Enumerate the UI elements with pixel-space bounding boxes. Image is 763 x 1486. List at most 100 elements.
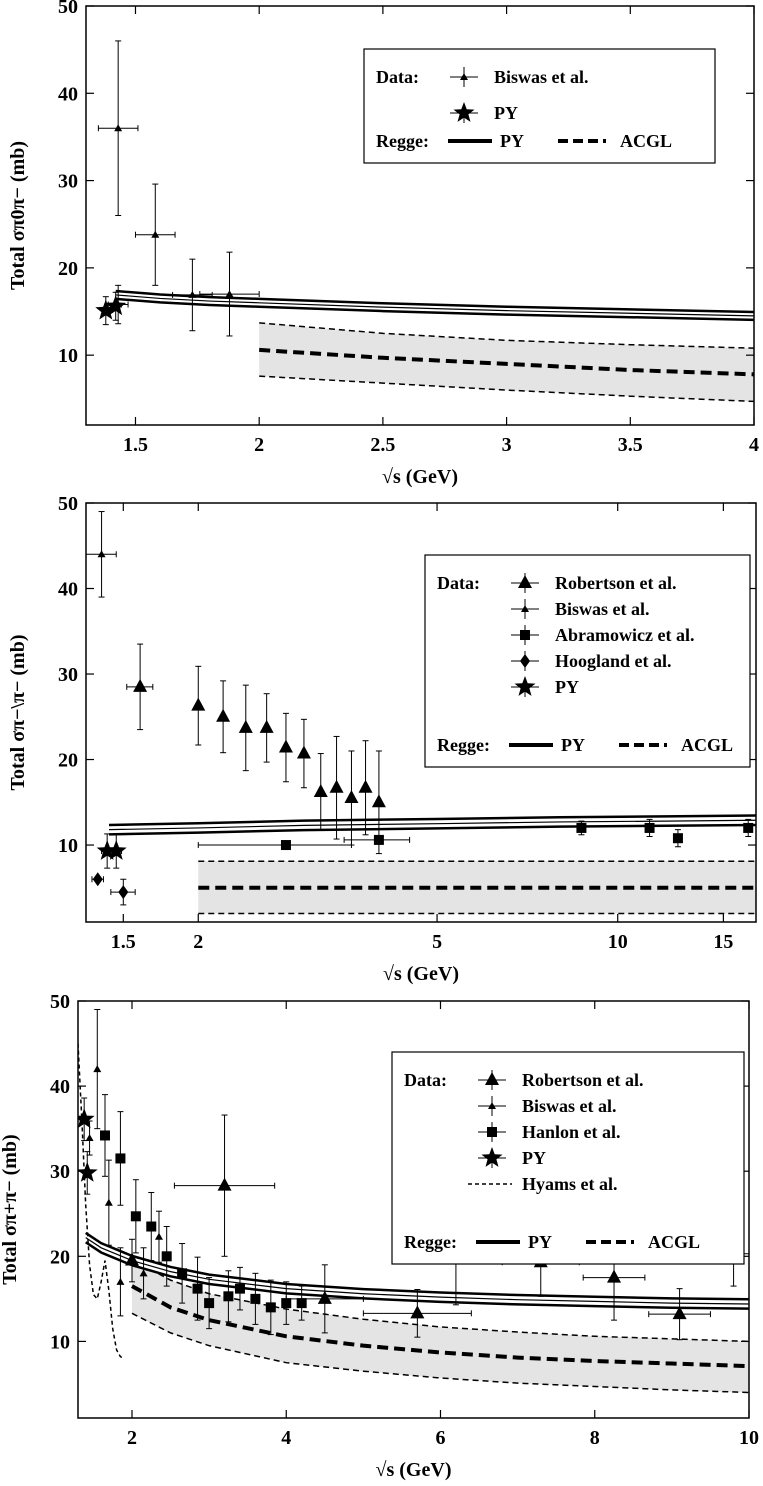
plot-frame [77,1000,750,1419]
legend-marker [488,1102,496,1109]
data-point [139,1269,148,1277]
legend-data-title: Data: [404,1070,447,1090]
x-tick-label: 2.5 [370,434,395,456]
y-tick-label: 30 [58,664,78,686]
py-lower [108,823,756,836]
y-tick-label: 30 [58,171,78,193]
legend-data-title: Data: [437,573,480,593]
py-upper [115,289,754,314]
plot-frame [85,5,755,426]
data-point [296,745,311,759]
legend-marker [487,1127,497,1137]
data-point [146,1221,157,1232]
y-tick-label: 40 [50,1076,70,1098]
y-tick-label: 50 [50,991,70,1013]
y-tick-label: 40 [58,83,78,105]
y-tick-label: 30 [50,1161,70,1183]
data-point [281,1298,292,1309]
x-tick-label: 10 [739,1427,759,1449]
x-tick-label: 2 [127,1427,137,1449]
data-point [371,794,386,808]
legend-regge-title: Regge: [376,131,429,151]
data-point [576,822,587,833]
x-tick-label: 2 [193,931,203,953]
data-point [250,1293,261,1304]
x-tick-label: 3 [502,434,512,456]
data-point [672,1306,687,1320]
legend-regge-entry: PY [528,1232,552,1252]
legend-marker [485,1072,499,1085]
acgl-lower [259,375,754,403]
x-axis-label: √s (GeV) [382,466,458,488]
data-point [743,822,754,833]
data-point [607,1269,622,1283]
x-axis-label: √s (GeV) [376,1459,452,1481]
legend-entry: Biswas et al. [555,599,650,619]
data-point [296,1298,307,1309]
data-point [92,872,103,887]
legend-marker [453,102,475,122]
series-biswas-et-al- [85,1009,163,1317]
data-point [78,1108,95,1129]
plot-area [95,40,754,403]
legend-entry: Hoogland et al. [555,651,672,671]
x-tick-label: 4 [749,434,759,456]
chart-panel-2: 1.5 2 5 10 15 10 20 30 40 50 √s (GeV) Total σπ−\π− … [7,493,757,985]
y-tick-label: 20 [58,258,78,280]
data-point [104,1198,113,1206]
acgl-band [131,1259,749,1393]
data-point [317,1290,332,1304]
legend-box [391,1051,745,1265]
data-point [96,840,118,860]
py-central-line [108,819,756,831]
data-point [133,678,148,692]
data-point [151,230,160,238]
x-tick-label: 4 [281,1427,291,1449]
data-point [114,124,123,132]
x-tick-label: 6 [435,1427,445,1449]
x-tick-label: 3.5 [618,434,643,456]
legend-regge-title: Regge: [437,735,490,755]
data-point [97,550,106,558]
legend-entry: Abramowicz et al. [555,625,694,645]
legend-marker [518,575,532,588]
data-point [223,1291,234,1302]
data-point [373,834,384,845]
hyams-curve [78,1043,125,1360]
legend-entry: PY [494,103,518,123]
data-point [225,290,234,298]
series-hanlon-et-al- [99,1094,307,1336]
plot-area [78,1009,749,1394]
acgl-central-line [259,347,754,377]
data-point [105,840,127,860]
y-tick-label: 10 [58,345,78,367]
data-point [78,1161,98,1182]
acgl-upper [131,1259,749,1343]
series-hoogland-et-al- [91,872,136,906]
data-point [644,822,655,833]
series-biswas-et-al- [97,40,260,337]
data-point [234,1283,245,1294]
legend-box [363,48,716,164]
legend-regge-entry: ACGL [648,1232,700,1252]
data-point [85,1134,94,1142]
data-point [217,1177,232,1191]
data-point [238,719,253,733]
data-point [313,784,328,798]
data-point [116,1277,125,1285]
py-lower [115,297,754,322]
series-py [78,1097,98,1195]
data-point [130,1211,141,1222]
data-point [93,1065,102,1073]
acgl-upper [259,322,754,349]
x-tick-label: 1.5 [111,931,136,953]
data-point [265,1302,276,1313]
data-point [118,885,129,900]
data-point [95,299,117,320]
legend-marker [460,73,468,80]
data-point [204,1298,215,1309]
x-axis-label: √s (GeV) [383,963,459,985]
x-tick-label: 5 [432,931,442,953]
y-tick-label: 10 [50,1331,70,1353]
legend-regge-title: Regge: [404,1232,457,1252]
